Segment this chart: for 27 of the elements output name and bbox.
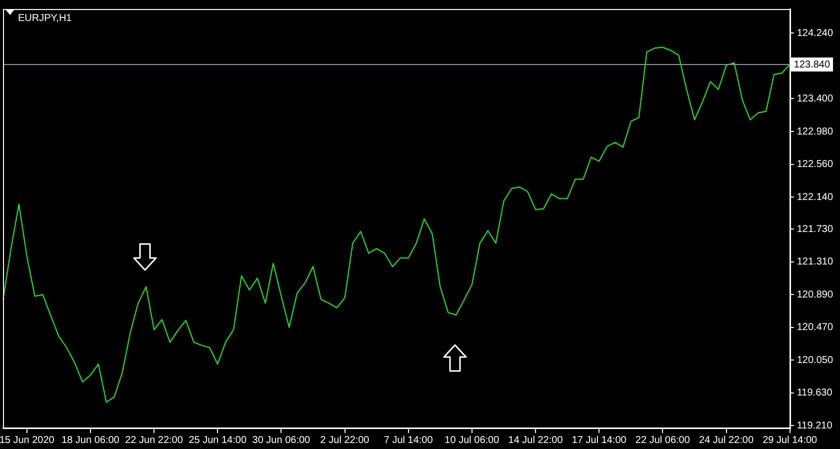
- x-tick-label: 17 Jul 14:00: [572, 434, 627, 446]
- x-tick-label: 15 Jun 2020: [0, 434, 55, 446]
- y-tick-label: 120.470: [796, 322, 834, 334]
- x-tick-label: 2 Jul 22:00: [320, 434, 370, 446]
- y-tick-label: 123.400: [796, 93, 834, 104]
- y-tick-label: 120.050: [796, 354, 834, 366]
- y-tick-label: 120.890: [796, 289, 834, 300]
- x-tick-label: 14 Jul 22:00: [508, 434, 564, 446]
- y-tick-label: 122.980: [796, 126, 834, 138]
- x-tick-label: 7 Jul 14:00: [384, 434, 434, 446]
- x-tick-label: 29 Jul 14:00: [762, 434, 818, 446]
- y-tick-label: 121.310: [796, 256, 834, 268]
- y-tick-label: 121.730: [796, 224, 834, 235]
- y-tick-label: 124.240: [796, 28, 834, 39]
- y-tick-label: 122.560: [796, 159, 834, 170]
- x-tick-label: 18 Jun 06:00: [62, 434, 120, 446]
- y-tick-label: 122.140: [796, 192, 834, 203]
- ref-line-label: 123.840: [794, 59, 830, 70]
- x-tick-label: 22 Jun 22:00: [125, 434, 184, 446]
- chart-title: EURJPY,H1: [18, 12, 72, 24]
- x-tick-label: 30 Jun 06:00: [252, 434, 311, 446]
- x-tick-label: 25 Jun 14:00: [188, 434, 247, 446]
- x-tick-label: 22 Jul 06:00: [635, 434, 690, 446]
- y-tick-label: 119.630: [796, 388, 833, 399]
- x-tick-label: 24 Jul 22:00: [699, 434, 754, 446]
- x-tick-label: 10 Jul 06:00: [444, 434, 500, 446]
- y-tick-label: 119.210: [796, 420, 833, 432]
